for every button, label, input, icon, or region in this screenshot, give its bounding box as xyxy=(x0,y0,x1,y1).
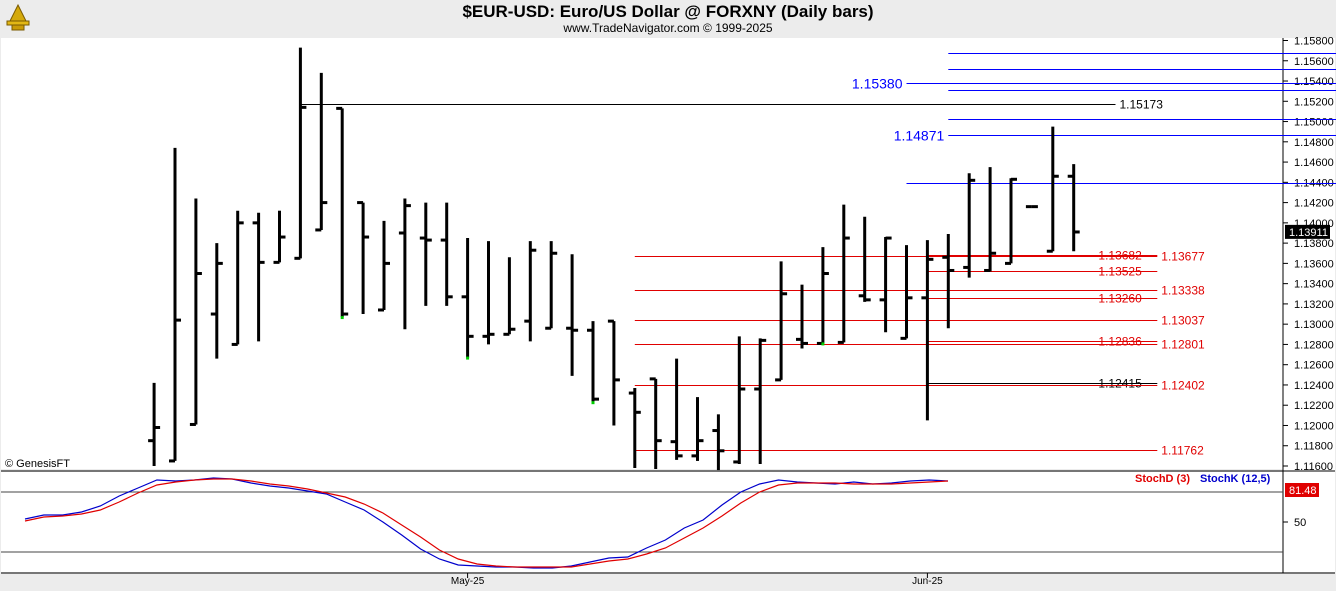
stoch-d-line xyxy=(24,478,949,568)
price-tick-label: 1.15600 xyxy=(1294,56,1334,68)
chart-subtitle: www.TradeNavigator.com © 1999-2025 xyxy=(563,21,773,35)
chart-title: $EUR-USD: Euro/US Dollar @ FORXNY (Daily… xyxy=(462,2,874,21)
price-axis-panel xyxy=(1283,38,1335,472)
level-label: 1.13260 xyxy=(1098,292,1142,306)
level-label: 1.12801 xyxy=(1161,338,1205,352)
level-label: 1.12836 xyxy=(1098,335,1142,349)
stoch-k-line xyxy=(24,477,949,569)
price-tick-label: 1.11800 xyxy=(1294,441,1333,453)
price-tick-label: 1.14800 xyxy=(1294,137,1334,149)
x-tick-label: Jun-25 xyxy=(912,576,943,587)
price-tick-label: 1.12000 xyxy=(1294,420,1334,432)
level-label: 1.14871 xyxy=(894,128,945,144)
last-price-label: 1.13911 xyxy=(1289,227,1328,239)
level-label: 1.13037 xyxy=(1161,314,1205,328)
x-tick-label: May-25 xyxy=(451,576,485,587)
level-label: 1.13682 xyxy=(1098,249,1142,263)
stoch-d-legend: StochD (3) xyxy=(1135,473,1190,485)
price-tick-label: 1.13000 xyxy=(1294,319,1334,331)
price-tick-label: 1.13800 xyxy=(1294,238,1334,250)
level-label: 1.13525 xyxy=(1098,265,1142,279)
price-tick-label: 1.13200 xyxy=(1294,299,1334,311)
level-label: 1.12402 xyxy=(1161,379,1205,393)
price-tick-label: 1.12400 xyxy=(1294,380,1334,392)
level-label: 1.13338 xyxy=(1161,284,1205,298)
level-label: 1.12415 xyxy=(1098,377,1142,391)
last-price-tag xyxy=(1285,224,1330,239)
price-tick-label: 1.12800 xyxy=(1294,339,1334,351)
low-marker xyxy=(466,356,470,360)
price-panel xyxy=(1,38,1283,469)
level-label: 1.13677 xyxy=(1161,250,1205,264)
stoch-k-legend: StochK (12,5) xyxy=(1200,473,1271,485)
price-tick-label: 1.13600 xyxy=(1294,258,1334,270)
level-label: 1.15173 xyxy=(1120,98,1164,112)
price-tick-label: 1.15000 xyxy=(1294,117,1334,129)
price-tick-label: 1.14600 xyxy=(1294,157,1334,169)
genesis-logo-icon xyxy=(6,3,30,31)
stoch-last-label: 81.48 xyxy=(1289,485,1317,497)
low-marker xyxy=(591,401,595,405)
price-tick-label: 1.13400 xyxy=(1294,279,1334,291)
low-marker xyxy=(340,316,344,320)
price-tick-label: 1.11600 xyxy=(1294,461,1333,473)
stochastic-panel xyxy=(1,472,1283,572)
low-marker xyxy=(821,342,825,346)
level-label: 1.15380 xyxy=(852,76,903,92)
price-tick-label: 1.15800 xyxy=(1294,36,1334,48)
price-tick-label: 1.14200 xyxy=(1294,198,1334,210)
level-label: 1.11762 xyxy=(1161,444,1204,458)
stoch-tick-label: 50 xyxy=(1294,517,1306,529)
stoch-last-tag xyxy=(1285,483,1319,497)
price-tick-label: 1.12200 xyxy=(1294,400,1334,412)
price-tick-label: 1.15400 xyxy=(1294,76,1334,88)
price-tick-label: 1.15200 xyxy=(1294,96,1334,108)
credit-text: © GenesisFT xyxy=(5,458,70,470)
price-tick-label: 1.12600 xyxy=(1294,360,1334,372)
